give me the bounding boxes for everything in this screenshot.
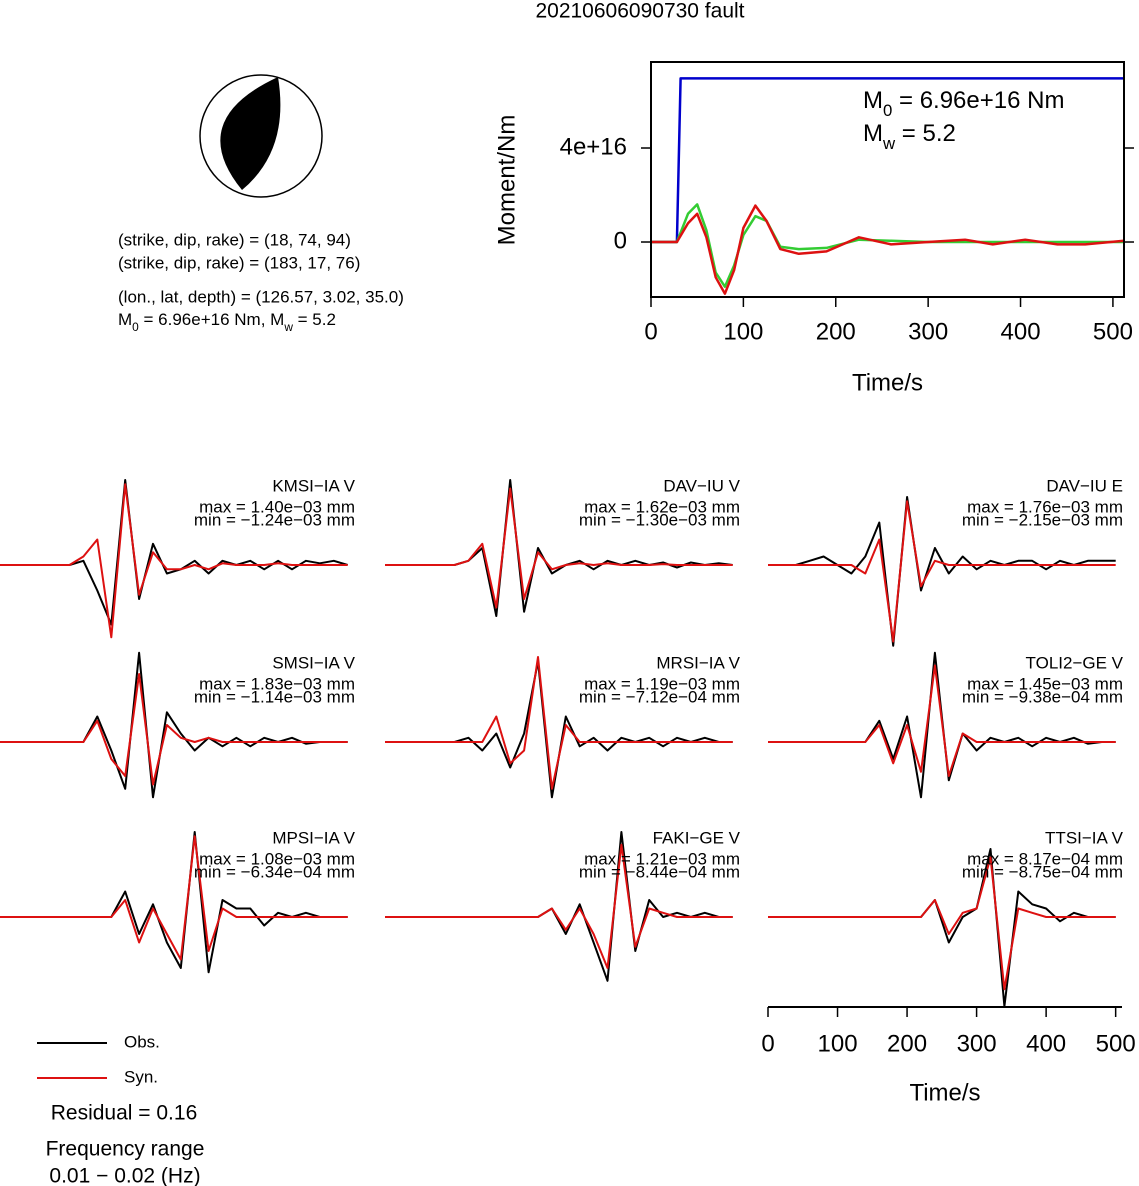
x-tick-label: 0 <box>761 1030 774 1057</box>
amplitude-label: max = 1.45e−03 mm <box>967 674 1123 693</box>
nodal-plane: (strike, dip, rake) = (183, 17, 76) <box>118 253 360 272</box>
x-tick-label: 100 <box>818 1030 858 1057</box>
station-label: KMSI−IA V <box>272 476 355 495</box>
x-tick-label: 400 <box>1001 318 1041 345</box>
legend-label: Syn. <box>124 1067 158 1086</box>
amplitude-label: max = 1.08e−03 mm <box>199 849 355 868</box>
legend-label: Obs. <box>124 1032 160 1051</box>
amplitude-label: min = −6.34e−04 mm <box>194 862 355 881</box>
x-tick-label: 500 <box>1093 318 1133 345</box>
frequency-range: 0.01 − 0.02 (Hz) <box>49 1165 200 1186</box>
subscript: 0 <box>132 320 139 334</box>
station-label: SMSI−IA V <box>272 653 355 672</box>
x-tick-label: 0 <box>644 318 657 345</box>
moment-line <box>651 203 1124 288</box>
amplitude-label: min = −8.75e−04 mm <box>962 862 1123 881</box>
text: = 5.2 <box>293 310 336 329</box>
amplitude-label: min = −2.15e−03 mm <box>962 510 1123 529</box>
x-tick-label: 300 <box>908 318 948 345</box>
subscript: 0 <box>883 101 892 120</box>
amplitude-label: min = −1.24e−03 mm <box>194 510 355 529</box>
figure-title: 20210606090730 fault <box>535 0 744 23</box>
x-axis-label: Time/s <box>852 369 923 396</box>
symbol: M <box>118 310 132 329</box>
amplitude-label: max = 1.40e−03 mm <box>199 497 355 516</box>
magnitude: M0 = 6.96e+16 Nm, Mw = 5.2 <box>118 310 336 334</box>
subscript: w <box>283 320 293 334</box>
beachball-compression <box>220 77 281 190</box>
x-tick-label: 200 <box>887 1030 927 1057</box>
residual: Residual = 0.16 <box>51 1102 198 1125</box>
annotation: Mw = 5.2 <box>863 120 956 153</box>
amplitude-label: min = −1.30e−03 mm <box>579 510 740 529</box>
waveform <box>768 856 1116 991</box>
y-axis-label: Moment/Nm <box>493 115 520 246</box>
amplitude-label: min = −9.38e−04 mm <box>962 687 1123 706</box>
amplitude-label: max = 1.19e−03 mm <box>584 674 740 693</box>
text: = 5.2 <box>895 120 956 147</box>
text: = 6.96e+16 Nm, <box>139 310 270 329</box>
symbol: M <box>863 87 883 114</box>
waveform <box>768 496 1116 647</box>
waveform <box>385 487 733 609</box>
beachball <box>199 74 323 198</box>
y-tick-label: 0 <box>614 227 627 254</box>
waveform <box>385 656 733 790</box>
amplitude-label: max = 8.17e−04 mm <box>967 849 1123 868</box>
station-label: FAKI−GE V <box>653 828 741 847</box>
annotation: M0 = 6.96e+16 Nm <box>863 87 1064 120</box>
amplitude-label: max = 1.76e−03 mm <box>967 497 1123 516</box>
x-tick-label: 400 <box>1026 1030 1066 1057</box>
amplitude-label: max = 1.21e−03 mm <box>584 849 740 868</box>
station-label: TOLI2−GE V <box>1026 653 1124 672</box>
symbol: M <box>863 120 883 147</box>
waveform <box>0 673 348 786</box>
x-tick-label: 100 <box>723 318 763 345</box>
station-label: TTSI−IA V <box>1045 828 1124 847</box>
amplitude-label: min = −7.12e−04 mm <box>579 687 740 706</box>
nodal-plane: (strike, dip, rake) = (18, 74, 94) <box>118 230 351 249</box>
symbol: M <box>270 310 284 329</box>
amplitude-label: max = 1.83e−03 mm <box>199 674 355 693</box>
x-tick-label: 200 <box>816 318 856 345</box>
waveform <box>768 664 1116 777</box>
station-label: DAV−IU V <box>663 476 740 495</box>
station-label: MPSI−IA V <box>272 828 355 847</box>
amplitude-label: max = 1.62e−03 mm <box>584 497 740 516</box>
location: (lon., lat, depth) = (126.57, 3.02, 35.0… <box>118 287 404 306</box>
amplitude-label: min = −8.44e−04 mm <box>579 862 740 881</box>
waveform <box>385 843 733 969</box>
plot-frame <box>650 61 1125 298</box>
x-tick-label: 300 <box>957 1030 997 1057</box>
x-tick-label: 500 <box>1096 1030 1136 1057</box>
x-axis-label: Time/s <box>909 1079 980 1106</box>
frequency-label: Frequency range <box>46 1138 205 1161</box>
y-tick-label: 4e+16 <box>560 133 627 160</box>
amplitude-label: min = −1.14e−03 mm <box>194 687 355 706</box>
waveform <box>0 483 348 639</box>
moment-line <box>651 204 1125 295</box>
text: = 6.96e+16 Nm <box>892 87 1064 114</box>
station-label: MRSI−IA V <box>656 653 740 672</box>
subscript: w <box>882 134 896 153</box>
waveform <box>0 835 348 961</box>
station-label: DAV−IU E <box>1046 476 1123 495</box>
waveform <box>768 500 1116 643</box>
